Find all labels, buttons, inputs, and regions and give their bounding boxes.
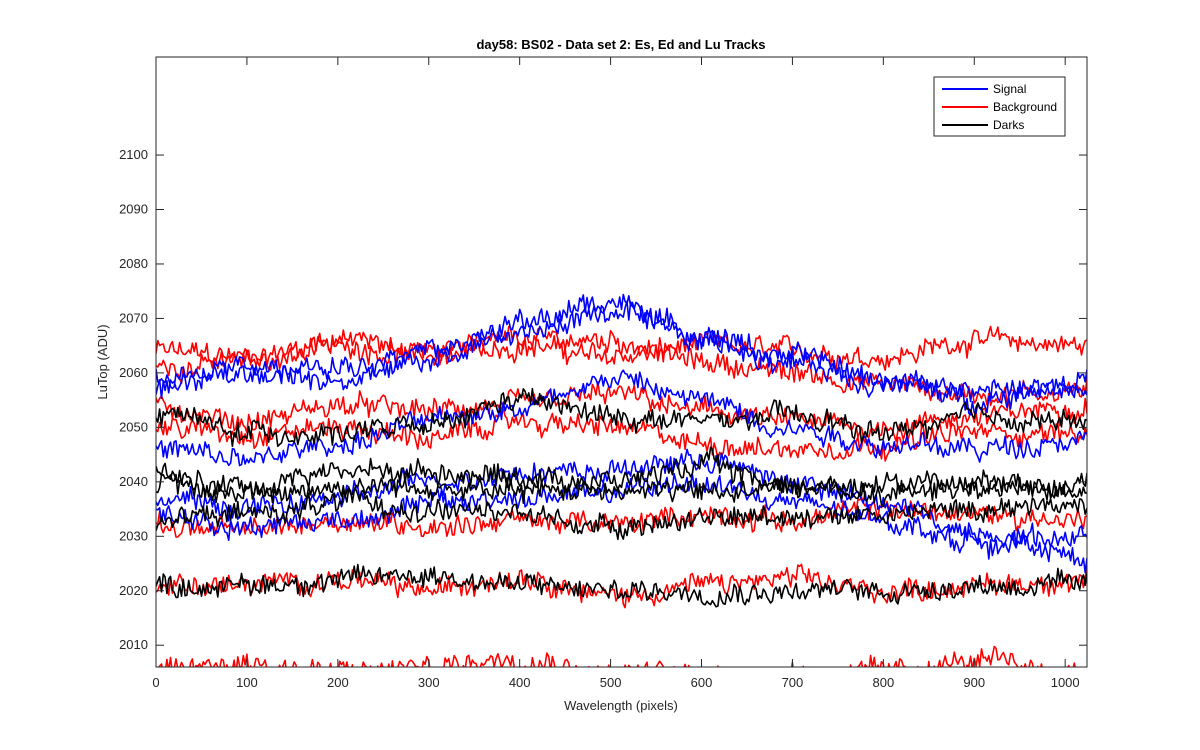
series-line-darks-14 [156, 470, 1087, 505]
series-line-signal-3 [156, 448, 1087, 574]
series-line-signal-1 [156, 293, 1087, 416]
series-line-darks-13 [156, 446, 1087, 508]
legend: Signal Background Darks [933, 76, 1066, 137]
plot-frame [155, 56, 1088, 668]
x-tick-label: 300 [418, 675, 440, 690]
legend-label-background: Background [993, 100, 1057, 114]
x-tick-label: 800 [872, 675, 894, 690]
series-line-signal-4 [156, 472, 1087, 560]
y-tick-label: 2010 [119, 637, 148, 652]
y-tick-label: 2070 [119, 310, 148, 325]
series-line-signal-0 [156, 300, 1087, 403]
y-tick-label: 2080 [119, 256, 148, 271]
x-tick-label: 100 [236, 675, 258, 690]
x-tick-label: 200 [327, 675, 349, 690]
x-tick-label: 400 [509, 675, 531, 690]
x-axis-label: Wavelength (pixels) [564, 698, 678, 713]
x-tick-label: 600 [691, 675, 713, 690]
x-tick-label: 1000 [1051, 675, 1080, 690]
y-tick-label: 2060 [119, 365, 148, 380]
series-line-darks-12 [156, 387, 1087, 448]
y-axis-label: LuTop (ADU) [95, 324, 110, 399]
series-line-background-7 [156, 380, 1087, 443]
legend-label-signal: Signal [993, 82, 1026, 96]
x-tick-label: 0 [152, 675, 159, 690]
series-layer [156, 293, 1087, 667]
series-line-background-11 [158, 645, 1076, 667]
y-tick-label: 2040 [119, 474, 148, 489]
x-tick-label: 900 [963, 675, 985, 690]
series-line-signal-2 [156, 369, 1087, 467]
series-line-background-5 [156, 325, 1087, 372]
y-tick-label: 2090 [119, 202, 148, 217]
y-tick-label: 2020 [119, 583, 148, 598]
series-line-background-10 [156, 563, 1087, 609]
legend-item-darks: Darks [942, 118, 1024, 132]
x-tick-label: 700 [782, 675, 804, 690]
y-tick-label: 2030 [119, 528, 148, 543]
legend-item-background: Background [942, 100, 1057, 114]
series-line-darks-16 [156, 563, 1087, 608]
y-tick-label: 2100 [119, 147, 148, 162]
chart-title: day58: BS02 - Data set 2: Es, Ed and Lu … [476, 37, 765, 52]
legend-label-darks: Darks [993, 118, 1024, 132]
tick-layer: 0 100 200 300 400 500 600 700 800 900 1000 2010 2020… [119, 57, 1087, 690]
x-tick-label: 500 [600, 675, 622, 690]
legend-item-signal: Signal [942, 82, 1026, 96]
series-line-darks-15 [156, 487, 1087, 541]
y-tick-label: 2050 [119, 419, 148, 434]
